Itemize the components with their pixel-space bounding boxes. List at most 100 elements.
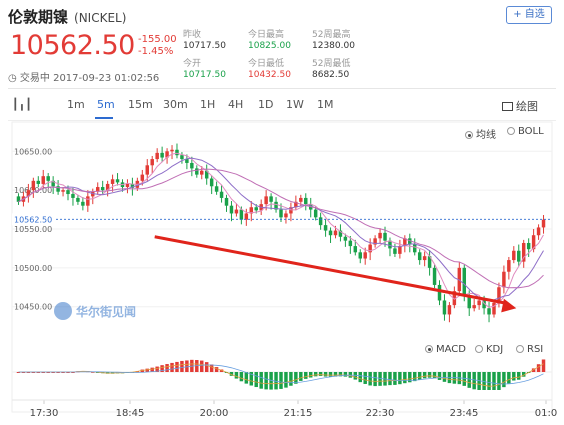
toolbar-divider — [8, 120, 556, 121]
candle-body — [517, 250, 521, 262]
w52-high-value: 12380.00 — [312, 41, 355, 51]
add-watchlist-button[interactable]: + 自选 — [506, 6, 552, 24]
rsi-option[interactable]: RSI — [516, 344, 543, 355]
candle-body — [373, 238, 377, 245]
candle-body — [190, 162, 194, 169]
macd-bar — [531, 368, 536, 372]
tab-4h[interactable]: 4H — [228, 98, 244, 111]
candle-body — [378, 232, 382, 239]
instrument-title: 伦敦期镍 (NICKEL) — [8, 6, 126, 27]
candle-body — [368, 244, 372, 253]
macd-bar — [343, 372, 348, 377]
candle-body — [348, 240, 353, 247]
macd-bar — [165, 364, 169, 372]
tab-15m[interactable]: 15m — [128, 98, 153, 111]
macd-option[interactable]: MACD — [425, 344, 466, 355]
candle-body — [393, 248, 397, 254]
macd-bar — [373, 372, 377, 387]
candle-body — [244, 213, 249, 220]
macd-bar — [417, 372, 422, 380]
macd-bar — [170, 362, 174, 372]
tab-30m[interactable]: 30m — [163, 98, 188, 111]
price-change: -155.00 -1.45% — [138, 34, 177, 58]
macd-bar — [521, 372, 526, 377]
tab-5m[interactable]: 5m — [97, 98, 115, 111]
candle-body — [160, 152, 164, 158]
candle-body — [165, 151, 169, 158]
candle-body — [234, 209, 239, 214]
x-tick-label: 17:30 — [30, 408, 59, 419]
w52-low-value: 8682.50 — [312, 70, 350, 80]
candle-body — [328, 230, 333, 236]
stats-col-2: 今日最高 10825.00 今日最低 10432.50 — [248, 30, 291, 81]
candle-body — [125, 183, 130, 188]
candle-body — [224, 197, 229, 206]
current-price-tag — [12, 213, 56, 226]
candle-body — [95, 187, 100, 192]
candle-body — [398, 246, 402, 254]
tab-1h[interactable]: 1H — [200, 98, 216, 111]
macd-bar — [353, 372, 358, 380]
candle-body — [269, 196, 273, 202]
candle-body — [531, 235, 536, 250]
candle-body — [417, 252, 422, 261]
tab-1w[interactable]: 1W — [286, 98, 304, 111]
x-tick-label: 01:0 — [535, 408, 557, 419]
macd-bar — [427, 372, 432, 378]
candle-body — [318, 217, 323, 226]
macd-bar — [507, 372, 511, 384]
macd-bar — [413, 372, 417, 382]
macd-bar — [239, 372, 244, 382]
candle-body — [36, 180, 41, 184]
candle-body — [16, 196, 21, 202]
candle-body — [338, 230, 343, 237]
clock-icon: ◷ — [8, 73, 20, 84]
macd-bar — [308, 372, 313, 378]
y-tick-label: 10550.00 — [14, 225, 52, 234]
x-tick-label: 18:45 — [116, 408, 145, 419]
tab-1mo[interactable]: 1M — [317, 98, 334, 111]
w52-high-label: 52周最高 — [312, 30, 351, 40]
annotation-arrow-head-icon — [501, 298, 517, 313]
annotation-arrow-line — [154, 235, 507, 305]
ma-option[interactable]: 均线 — [465, 126, 496, 141]
candle-body — [110, 179, 115, 184]
candle-body — [413, 244, 417, 253]
macd-bar — [388, 372, 392, 386]
candle-body — [195, 168, 199, 175]
current-price-label: 10562.50 — [14, 215, 52, 224]
watermark-text: 华尔街见闻 — [76, 304, 136, 319]
status-text: 交易中 2017-09-23 01:02:56 — [19, 73, 160, 84]
candle-body — [214, 186, 219, 192]
macd-bar — [487, 372, 491, 390]
candle-body — [313, 209, 318, 218]
candle-body — [477, 300, 481, 306]
kdj-option[interactable]: KDJ — [475, 344, 503, 355]
macd-bar — [66, 372, 70, 373]
rsi-radio-icon — [516, 345, 524, 353]
candle-body — [66, 190, 70, 195]
candle-body — [175, 149, 179, 156]
candle-type-icon[interactable]: ┃╻┃ — [12, 98, 32, 111]
macd-bar — [492, 372, 496, 390]
tab-1d[interactable]: 1D — [258, 98, 274, 111]
macd-bar — [338, 372, 343, 377]
draw-button[interactable]: 绘图 — [502, 98, 538, 114]
tab-1m[interactable]: 1m — [67, 98, 85, 111]
draw-label: 绘图 — [516, 100, 538, 113]
candle-body — [472, 305, 476, 309]
macd-dea-line — [18, 364, 544, 385]
kdj-radio-icon — [475, 345, 483, 353]
macd-bar — [517, 372, 521, 380]
macd-bar — [502, 372, 506, 388]
macd-bar — [145, 368, 149, 372]
boll-option[interactable]: BOLL — [507, 126, 544, 137]
macd-bar — [299, 372, 303, 381]
macd-bar — [195, 360, 199, 372]
macd-bar — [41, 372, 45, 373]
candle-body — [229, 205, 234, 214]
x-tick-label: 23:45 — [450, 408, 479, 419]
low-value: 10432.50 — [248, 70, 291, 80]
